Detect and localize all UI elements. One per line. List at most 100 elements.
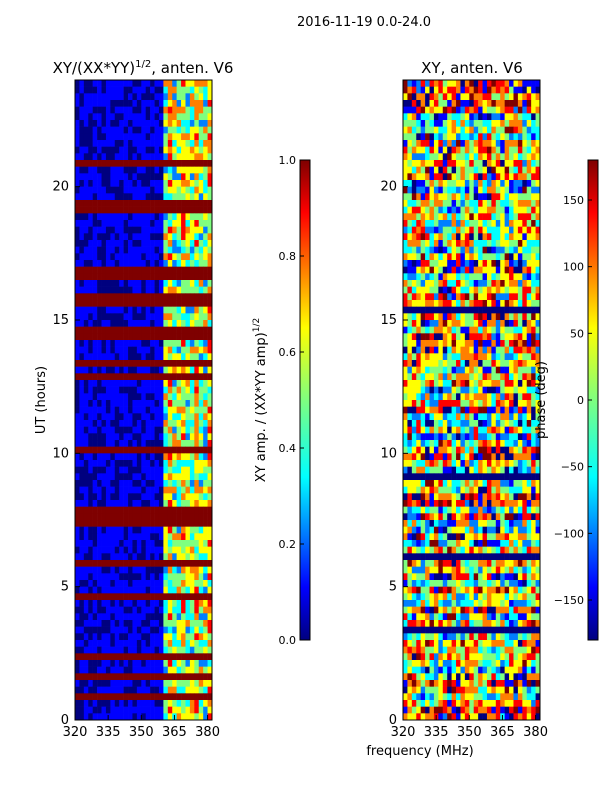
- heatmap-cell: [167, 666, 173, 674]
- heatmap-cell: [79, 613, 85, 621]
- heatmap-cell: [491, 320, 497, 327]
- heatmap-cell: [83, 393, 89, 401]
- heatmap-cell: [478, 220, 483, 227]
- heatmap-cell: [411, 133, 417, 141]
- heatmap-cell: [185, 686, 191, 694]
- heatmap-cell: [128, 573, 133, 581]
- heatmap-cell: [185, 113, 191, 121]
- heatmap-cell: [456, 480, 461, 487]
- heatmap-cell: [198, 166, 204, 174]
- heatmap-cell: [154, 420, 160, 427]
- heatmap-cell: [101, 640, 107, 647]
- heatmap-cell: [203, 680, 208, 687]
- heatmap-cell: [110, 173, 116, 181]
- heatmap-cell: [181, 633, 186, 641]
- heatmap-cell: [460, 120, 466, 127]
- heatmap-cell: [438, 486, 444, 494]
- heatmap-cell: [110, 240, 116, 247]
- heatmap-cell: [154, 700, 160, 707]
- heatmap-cell: [132, 240, 138, 247]
- heatmap-cell: [447, 486, 452, 494]
- heatmap-cell: [123, 240, 129, 247]
- heatmap-cell: [119, 113, 124, 121]
- heatmap-cell: [509, 366, 514, 374]
- heatmap-cell: [150, 480, 155, 487]
- heatmap-cell: [83, 633, 89, 641]
- heatmap-cell: [198, 453, 204, 461]
- heatmap-cell: [411, 413, 417, 421]
- heatmap-cell: [442, 180, 448, 187]
- heatmap-cell: [105, 273, 111, 281]
- heatmap-cell: [429, 453, 435, 461]
- heatmap-cell: [132, 373, 138, 381]
- heatmap-cell: [79, 226, 85, 234]
- heatmap-cell: [464, 386, 470, 394]
- heatmap-cell: [79, 346, 85, 354]
- heatmap-cell: [447, 126, 452, 134]
- heatmap-cell: [167, 240, 173, 247]
- heatmap-cell: [513, 273, 519, 281]
- heatmap-cell: [92, 480, 98, 487]
- heatmap-cell: [97, 473, 102, 481]
- heatmap-cell: [105, 246, 111, 254]
- heatmap-cell: [75, 506, 80, 514]
- heatmap-cell: [495, 126, 501, 134]
- heatmap-cell: [531, 140, 536, 147]
- heatmap-cell: [176, 460, 182, 467]
- heatmap-cell: [172, 100, 177, 107]
- heatmap-cell: [181, 460, 186, 467]
- heatmap-cell: [83, 480, 89, 487]
- heatmap-cell: [105, 566, 111, 574]
- heatmap-cell: [141, 486, 147, 494]
- heatmap-cell: [438, 126, 444, 134]
- heatmap-cell: [504, 126, 510, 134]
- heatmap-cell: [482, 486, 488, 494]
- heatmap-cell: [119, 206, 124, 214]
- heatmap-cell: [526, 240, 532, 247]
- heatmap-cell: [189, 160, 195, 167]
- heatmap-cell: [97, 93, 102, 101]
- heatmap-cell: [403, 500, 408, 507]
- heatmap-cell: [92, 220, 98, 227]
- heatmap-cell: [172, 246, 177, 254]
- heatmap-cell: [163, 280, 169, 287]
- heatmap-cell: [203, 326, 208, 334]
- heatmap-cell: [123, 426, 129, 434]
- heatmap-cell: [154, 446, 160, 454]
- heatmap-cell: [416, 120, 421, 127]
- heatmap-cell: [447, 173, 452, 181]
- heatmap-cell: [535, 100, 540, 107]
- heatmap-cell: [88, 640, 93, 647]
- heatmap-cell: [198, 573, 204, 581]
- heatmap-cell: [110, 633, 116, 641]
- heatmap-cell: [114, 153, 120, 161]
- heatmap-cell: [163, 300, 169, 307]
- heatmap-cell: [145, 280, 151, 287]
- heatmap-cell: [79, 666, 85, 674]
- heatmap-cell: [110, 393, 116, 401]
- heatmap-cell: [416, 486, 421, 494]
- heatmap-cell: [513, 460, 519, 467]
- heatmap-cell: [491, 240, 497, 247]
- heatmap-cell: [119, 233, 124, 241]
- heatmap-cell: [105, 386, 111, 394]
- heatmap-cell: [79, 100, 85, 107]
- heatmap-cell: [128, 333, 133, 341]
- heatmap-cell: [194, 706, 200, 714]
- heatmap-cell: [83, 620, 89, 627]
- heatmap-cell: [92, 540, 98, 547]
- heatmap-cell: [105, 433, 111, 441]
- heatmap-cell: [189, 453, 195, 461]
- heatmap-cell: [97, 460, 102, 467]
- heatmap-cell: [110, 606, 116, 614]
- heatmap-cell: [150, 106, 155, 114]
- heatmap-cell: [92, 253, 98, 261]
- heatmap-cell: [141, 406, 147, 414]
- heatmap-cell: [79, 253, 85, 261]
- heatmap-cell: [420, 206, 426, 214]
- heatmap-cell: [464, 486, 470, 494]
- heatmap-cell: [181, 566, 186, 574]
- heatmap-cell: [425, 226, 430, 234]
- heatmap-cell: [163, 260, 169, 267]
- heatmap-cell: [136, 333, 142, 341]
